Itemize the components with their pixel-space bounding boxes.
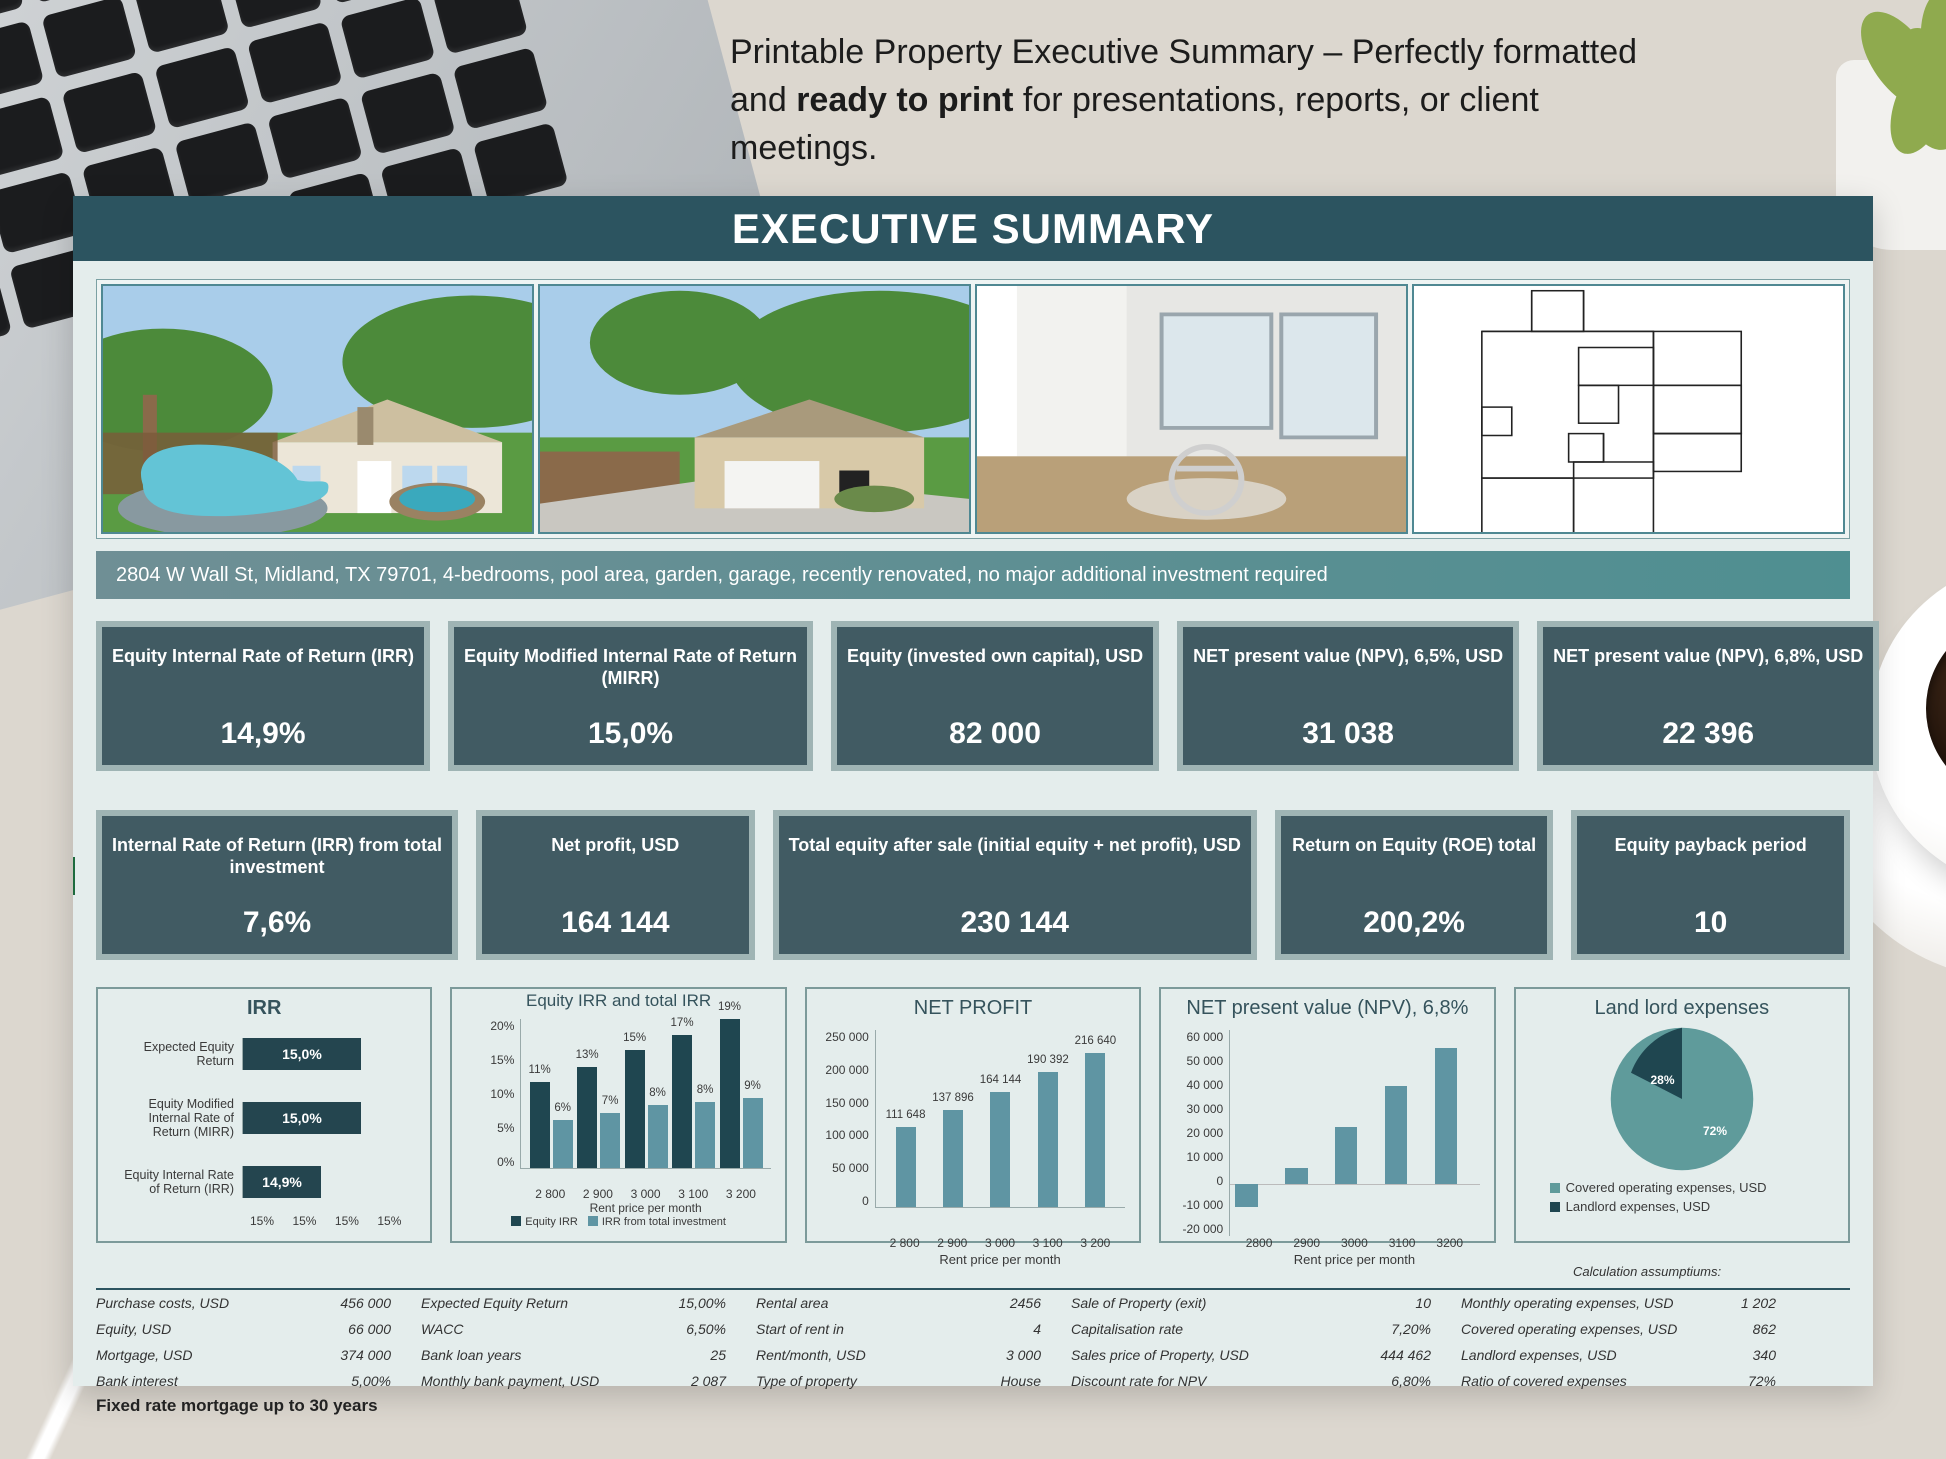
svg-text:72%: 72% — [1703, 1124, 1727, 1138]
svg-text:28%: 28% — [1650, 1073, 1674, 1087]
